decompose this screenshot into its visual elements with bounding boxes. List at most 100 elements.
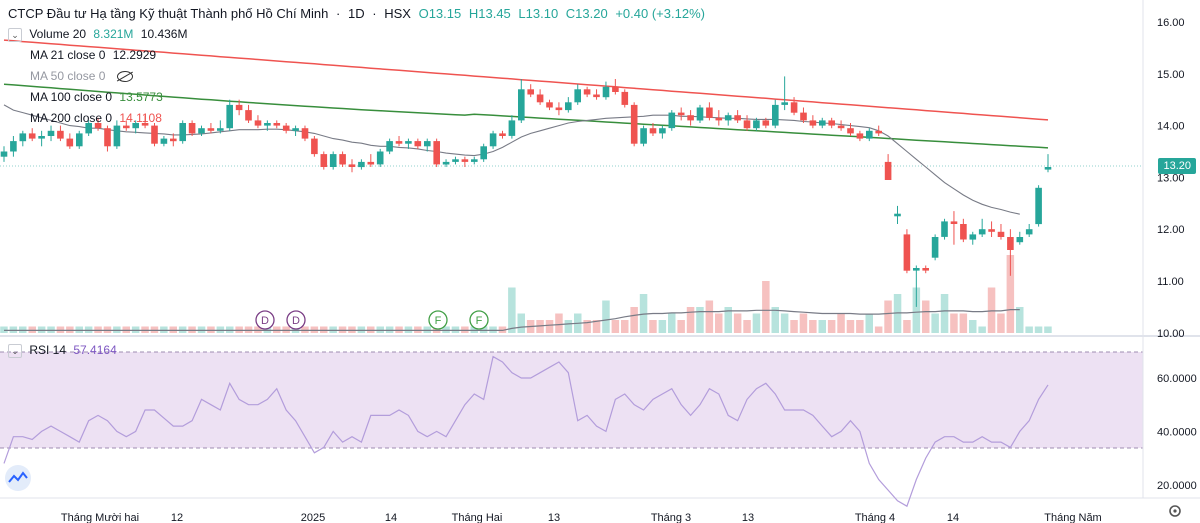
candle[interactable] <box>837 120 845 131</box>
candle[interactable] <box>922 265 929 274</box>
candle[interactable] <box>132 120 139 134</box>
candle[interactable] <box>649 123 657 136</box>
candle[interactable] <box>226 99 233 131</box>
volume-legend[interactable]: ⌄ Volume 20 8.321M 10.436M <box>8 27 191 42</box>
candle[interactable] <box>480 143 487 162</box>
candle[interactable] <box>461 156 469 167</box>
rsi-legend[interactable]: ⌄ RSI 14 57.4164 <box>8 343 121 358</box>
candle[interactable] <box>113 120 121 149</box>
candle[interactable] <box>348 159 356 173</box>
candle[interactable] <box>847 123 854 136</box>
candle[interactable] <box>565 97 572 113</box>
candle[interactable] <box>339 151 346 168</box>
candle[interactable] <box>583 86 591 98</box>
candle[interactable] <box>28 128 36 142</box>
candle[interactable] <box>489 130 497 149</box>
candle[interactable] <box>527 84 534 98</box>
candle[interactable] <box>1007 229 1014 276</box>
candle[interactable] <box>292 125 299 136</box>
chevron-down-icon[interactable]: ⌄ <box>8 27 22 42</box>
rsi-line[interactable] <box>3 355 1049 508</box>
ma50-legend[interactable]: MA 50 close 0 <box>30 69 137 83</box>
candle[interactable] <box>0 146 8 162</box>
candle[interactable] <box>978 218 986 237</box>
candle[interactable] <box>376 148 384 167</box>
candle[interactable] <box>1035 185 1042 227</box>
candle[interactable] <box>508 115 516 139</box>
candle[interactable] <box>367 154 375 167</box>
candle[interactable] <box>320 151 328 170</box>
ma21-legend[interactable]: MA 21 close 0 12.2929 <box>30 48 160 62</box>
candle[interactable] <box>235 99 243 116</box>
candle[interactable] <box>555 102 563 116</box>
candle[interactable] <box>301 125 309 142</box>
candle[interactable] <box>518 79 525 123</box>
candle[interactable] <box>329 151 337 170</box>
candle[interactable] <box>941 218 948 240</box>
candle[interactable] <box>170 133 177 147</box>
candle[interactable] <box>207 123 215 134</box>
eye-hidden-icon[interactable] <box>116 71 133 83</box>
candle[interactable] <box>734 110 741 123</box>
tradingview-logo-icon[interactable] <box>5 465 31 491</box>
candle[interactable] <box>151 123 158 147</box>
candle[interactable] <box>630 102 638 147</box>
gear-icon[interactable] <box>1169 505 1181 517</box>
candle[interactable] <box>988 221 995 237</box>
candle[interactable] <box>772 99 779 129</box>
candle[interactable] <box>997 224 1005 240</box>
candle[interactable] <box>677 107 685 121</box>
candle[interactable] <box>471 156 478 165</box>
candle[interactable] <box>66 133 74 149</box>
candle[interactable] <box>57 125 64 142</box>
candle[interactable] <box>254 115 262 129</box>
candle[interactable] <box>433 138 440 167</box>
candle[interactable] <box>724 112 732 126</box>
candle[interactable] <box>424 138 431 152</box>
candle[interactable] <box>245 104 252 123</box>
candle[interactable] <box>179 120 186 144</box>
candle[interactable] <box>94 117 102 131</box>
symbol-name[interactable]: CTCP Đầu tư Hạ tầng Kỹ thuật Thành phố H… <box>8 6 329 21</box>
candle[interactable] <box>715 110 723 126</box>
candle[interactable] <box>499 130 506 139</box>
candle[interactable] <box>621 89 629 108</box>
candle[interactable] <box>781 76 788 111</box>
candle[interactable] <box>395 136 403 147</box>
candle[interactable] <box>546 99 553 111</box>
candle[interactable] <box>19 130 27 147</box>
dividend-marker[interactable]: D <box>255 310 275 330</box>
candle[interactable] <box>141 115 149 129</box>
candle[interactable] <box>273 120 281 129</box>
candle[interactable] <box>1044 154 1052 173</box>
ma100-line[interactable] <box>3 83 1049 149</box>
ma200-legend[interactable]: MA 200 close 0 14.1108 <box>30 111 166 125</box>
candle[interactable] <box>123 120 130 131</box>
candle[interactable] <box>856 130 864 142</box>
candle[interactable] <box>1025 224 1033 237</box>
candle[interactable] <box>76 130 83 149</box>
candle[interactable] <box>931 234 939 261</box>
candle[interactable] <box>790 97 798 116</box>
candle[interactable] <box>10 136 17 157</box>
candle[interactable] <box>38 130 45 147</box>
candle[interactable] <box>687 110 694 126</box>
candle[interactable] <box>903 229 911 274</box>
candle[interactable] <box>875 125 882 136</box>
candle-layer[interactable] <box>0 76 1052 307</box>
candle[interactable] <box>612 79 619 95</box>
candle[interactable] <box>894 205 901 224</box>
candle[interactable] <box>706 102 713 121</box>
candle[interactable] <box>800 107 807 124</box>
candle[interactable] <box>640 125 647 147</box>
dividend-marker[interactable]: D <box>286 310 306 330</box>
candle[interactable] <box>866 128 873 142</box>
candle[interactable] <box>950 211 958 245</box>
candle[interactable] <box>160 136 168 147</box>
symbol-legend[interactable]: CTCP Đầu tư Hạ tầng Kỹ thuật Thành phố H… <box>8 6 709 21</box>
candle[interactable] <box>753 117 760 131</box>
candle[interactable] <box>819 117 826 129</box>
candle[interactable] <box>593 89 600 100</box>
candle[interactable] <box>743 115 751 131</box>
candle[interactable] <box>47 125 55 142</box>
